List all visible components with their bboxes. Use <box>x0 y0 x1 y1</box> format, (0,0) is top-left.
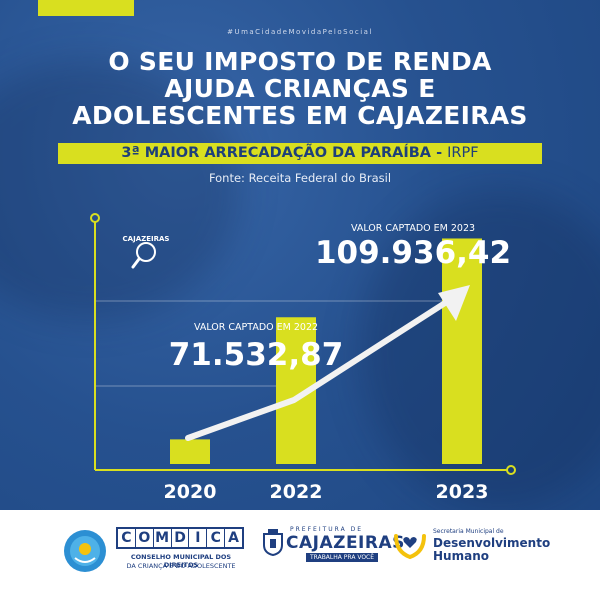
axis-start-dot <box>90 213 100 223</box>
comdica-letter: D <box>170 529 189 547</box>
hashtag: #UmaCidadeMovidaPeloSocial <box>227 28 373 36</box>
annotation-value: 71.532,87 <box>169 337 344 373</box>
headline: O SEU IMPOSTO DE RENDA AJUDA CRIANÇAS E … <box>0 48 600 129</box>
growth-arrow <box>185 300 448 441</box>
comdica-letter: O <box>134 529 153 547</box>
headline-line: O SEU IMPOSTO DE RENDA <box>108 47 492 76</box>
comdica-letter: C <box>206 529 224 547</box>
annotation-label: VALOR CAPTADO EM 2023 <box>351 223 475 234</box>
secretaria-prefix: Secretaria Municipal de <box>433 528 504 535</box>
ribbon-text: 3ª MAIOR ARRECADAÇÃO DA PARAÍBA - <box>121 145 448 161</box>
axis-end-dot <box>506 465 516 475</box>
secretaria-line: Desenvolvimento <box>433 536 551 550</box>
secretaria-name: Desenvolvimento Humano <box>433 537 550 563</box>
secretaria-line: Humano <box>433 549 489 563</box>
x-tick-label: 2023 <box>436 481 489 503</box>
revenue-chart: 2020 2022 2023 VALOR CAPTADO EM 2022 71.532,… <box>90 213 516 503</box>
comdica-subtitle: DA CRIANÇA E DO ADOLESCENTE <box>126 562 236 570</box>
ranking-ribbon: 3ª MAIOR ARRECADAÇÃO DA PARAÍBA - IRPF <box>58 143 542 164</box>
comdica-letter: M <box>152 529 171 547</box>
bar-2020 <box>170 439 210 464</box>
background-shade <box>0 60 240 320</box>
city-prefix: PREFEITURA DE <box>290 526 363 533</box>
annotation-value: 109.936,42 <box>315 235 511 271</box>
comdica-subtitle: CONSELHO MUNICIPAL DOS DIREITOS <box>130 553 232 569</box>
comdica-letter: A <box>224 529 242 547</box>
comdica-letter: C <box>121 530 132 546</box>
annotation-label: VALOR CAPTADO EM 2022 <box>194 322 318 333</box>
sun-seal-icon <box>64 530 106 572</box>
comdica-logo: C O M D I C A <box>116 527 244 549</box>
ribbon-suffix: IRPF <box>447 145 479 161</box>
city-name: CAJAZEIRAS <box>286 533 405 553</box>
x-tick-label: 2022 <box>270 481 323 503</box>
city-logo-text: CAJAZEIRAS <box>123 235 170 243</box>
top-accent-bar <box>38 0 134 16</box>
comdica-letter: I <box>188 529 206 547</box>
magnifier-logo-icon: CAJAZEIRAS <box>123 235 170 269</box>
headline-line: AJUDA CRIANÇAS E <box>164 74 436 103</box>
bar-2023 <box>442 238 482 464</box>
headline-line: ADOLESCENTES EM CAJAZEIRAS <box>72 101 528 130</box>
city-slogan: TRABALHA PRA VOCÊ <box>306 553 379 562</box>
source-note: Fonte: Receita Federal do Brasil <box>208 171 392 185</box>
city-emblem-icon <box>263 529 283 556</box>
x-tick-label: 2020 <box>164 481 217 503</box>
hands-heart-icon <box>394 534 426 560</box>
growth-arrow-head <box>438 285 470 321</box>
